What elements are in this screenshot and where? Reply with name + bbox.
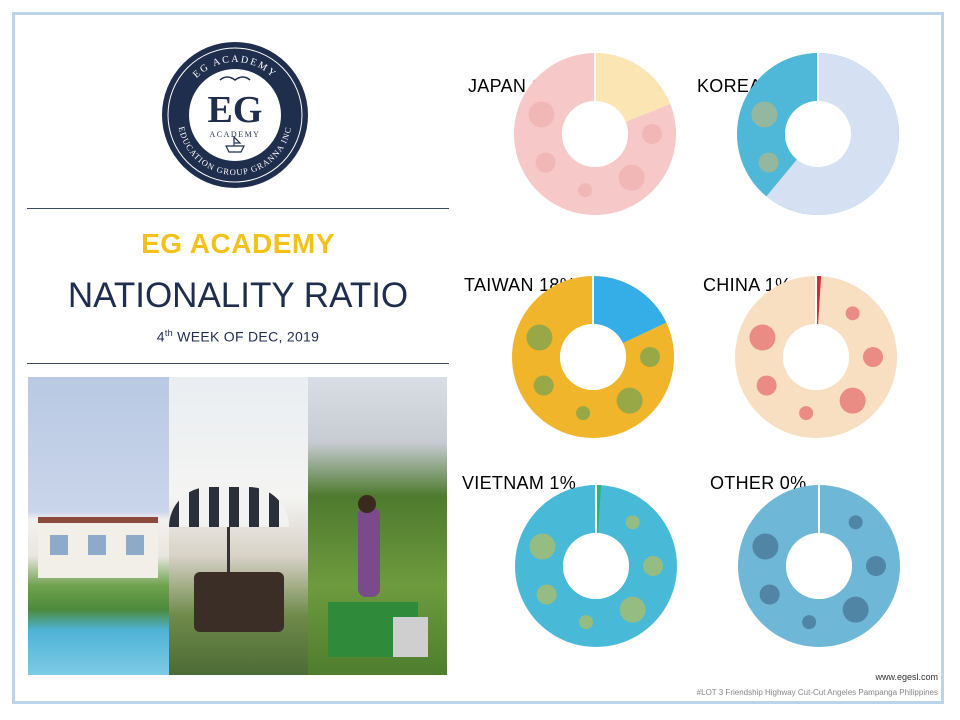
donut-decoration: [866, 556, 886, 576]
footer-website: www.egesl.com: [875, 672, 938, 682]
donut-decoration: [802, 615, 817, 630]
ship-icon: [225, 136, 245, 153]
logo-word: ACADEMY: [210, 130, 261, 139]
donut-decoration: [749, 324, 776, 351]
donut-hole: [563, 533, 629, 599]
chart-label-china: CHINA 1%: [703, 275, 792, 295]
donut-decoration: [528, 101, 555, 128]
donut-china: [734, 276, 897, 438]
donut-decoration: [616, 387, 643, 414]
donut-other: [737, 485, 900, 647]
donut-korea: [736, 53, 899, 216]
donut-slice-japan: [595, 53, 671, 122]
donut-decoration: [535, 152, 556, 173]
donut-decoration: [526, 324, 553, 351]
slide-frame: [12, 12, 944, 704]
donut-slice-others: [737, 485, 900, 647]
donut-slice-taiwan: [593, 276, 667, 343]
donut-vietnam: [514, 485, 677, 647]
photo-building-pool: [28, 377, 169, 675]
photo-golf-range: [308, 377, 447, 675]
donut-hole: [783, 324, 849, 390]
donut-decoration: [578, 183, 593, 198]
donut-decoration: [533, 375, 554, 396]
donut-decoration: [842, 596, 869, 623]
divider-top: [27, 208, 449, 209]
donut-hole: [786, 533, 852, 599]
donut-hole: [562, 101, 628, 167]
logo-ornament-icon: [219, 76, 251, 81]
donut-decoration: [536, 584, 557, 605]
donut-decoration: [845, 306, 860, 321]
donut-taiwan: [511, 276, 674, 438]
brand-heading: EG ACADEMY: [141, 228, 335, 259]
donut-decoration: [759, 584, 780, 605]
donut-decoration: [643, 556, 663, 576]
donut-slice-vietnam: [596, 485, 602, 534]
logo-monogram: EG: [208, 89, 263, 131]
donut-decoration: [640, 347, 660, 367]
donut-decoration: [579, 615, 594, 630]
donut-decoration: [799, 406, 814, 421]
date-subtitle: 4th WEEK OF DEC, 2019: [156, 328, 320, 345]
donut-slice-others: [734, 276, 897, 438]
donut-decoration: [618, 164, 645, 191]
donut-japan: [513, 53, 676, 215]
donut-decoration: [625, 515, 640, 530]
chart-label-vietnam: VIETNAM 1%: [462, 473, 577, 493]
donut-decoration: [529, 533, 556, 560]
donut-decoration: [758, 152, 779, 173]
donut-slice-china: [816, 276, 822, 325]
donut-hole: [785, 101, 851, 167]
photo-cafe-umbrella: [169, 377, 308, 675]
donut-decoration: [752, 533, 779, 560]
eg-academy-logo: EG ACADEMY EDUCATION GROUP GRANNA INC EG…: [162, 42, 308, 188]
donut-decoration: [756, 375, 777, 396]
donut-slice-others: [514, 485, 677, 647]
donut-decoration: [619, 596, 646, 623]
donut-decoration: [848, 515, 863, 530]
donut-decoration: [642, 124, 662, 144]
donut-decoration: [751, 101, 778, 128]
chart-label-other: OTHER 0%: [710, 473, 807, 493]
donut-hole: [560, 324, 626, 390]
donut-decoration: [576, 406, 591, 421]
divider-bottom: [27, 363, 449, 364]
donut-decoration: [839, 387, 866, 414]
donut-slice-korea: [766, 53, 899, 216]
donut-decoration: [863, 347, 883, 367]
footer-address: #LOT 3 Friendship Highway Cut-Cut Angele…: [696, 688, 938, 697]
page-title: NATIONALITY RATIO: [67, 276, 409, 315]
